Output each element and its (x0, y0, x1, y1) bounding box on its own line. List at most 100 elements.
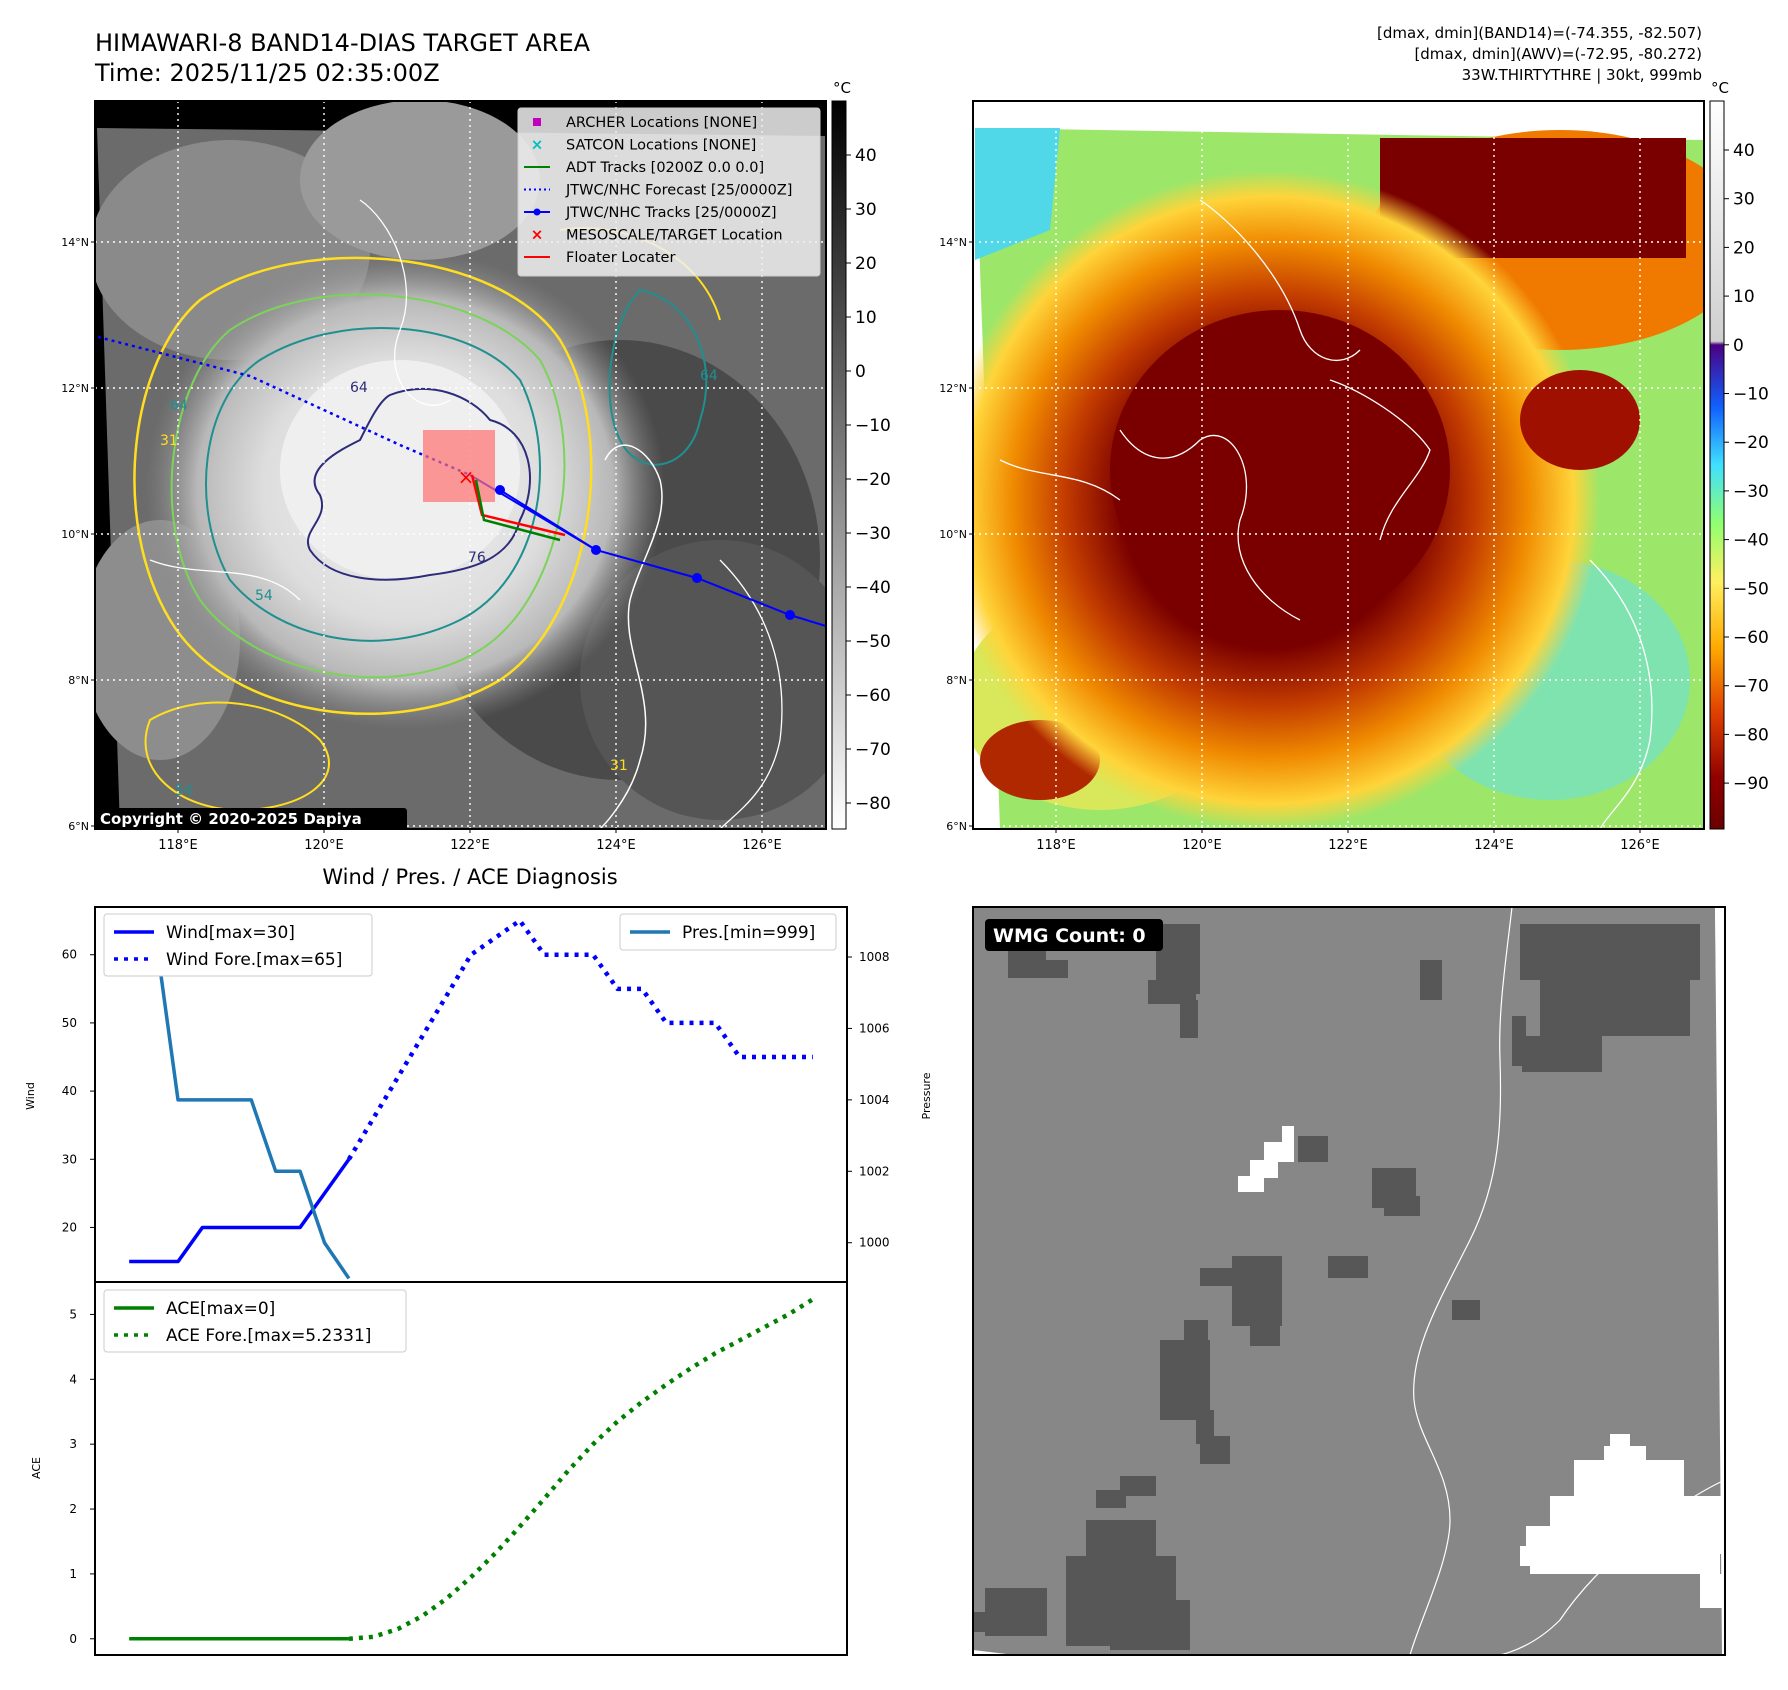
colorbar-tick-label: −20 (1733, 433, 1769, 453)
colorbar-tick-label: 40 (1733, 141, 1755, 161)
contour-label: 64 (350, 380, 368, 396)
colorbar-tick-label: −30 (855, 524, 891, 544)
wmg-panel: WMG Count: 0 (972, 906, 1726, 1656)
y-tick-label: 40 (62, 1084, 77, 1098)
chart-legend-label: Wind[max=30] (166, 923, 295, 943)
lat-tick-label: 8°N (946, 674, 967, 687)
lat-tick-label: 12°N (61, 382, 89, 395)
colorbar-tick-label: 10 (1733, 287, 1755, 307)
colorbar-tick-label: −80 (1733, 725, 1769, 745)
colorbar-tick-label: −60 (1733, 628, 1769, 648)
colorbar-tick-label: 10 (855, 308, 877, 328)
jtwc-forecast-track (97, 335, 471, 477)
ir-legend: ARCHER Locations [NONE] × SATCON Locations… (517, 107, 821, 277)
colorbar-tick-label: −50 (1733, 579, 1769, 599)
info-line3: 33W.THIRTYTHRE | 30kt, 999mb (1462, 66, 1702, 84)
legend-marker: × (531, 136, 544, 154)
colorbar-tick-label: −40 (1733, 531, 1769, 551)
awv-gridlines (973, 101, 1704, 829)
legend-marker (533, 118, 541, 126)
y-tick-label: 20 (62, 1220, 77, 1234)
lat-tick-label: 6°N (946, 820, 967, 833)
chart-legend-box (103, 1289, 407, 1353)
ir-colorbar-unit: °C (833, 79, 851, 97)
floater-box (423, 430, 495, 502)
wmg-badge-text: WMG Count: 0 (993, 925, 1146, 947)
ir-colorbar (831, 100, 847, 830)
series-line-1 (346, 918, 813, 1161)
contour-ring-inner (205, 327, 541, 642)
y-tick-label: 4 (69, 1372, 77, 1386)
wmg-frame (972, 906, 1726, 1656)
y-tick-label: 5 (69, 1307, 77, 1321)
colorbar-tick-label: −10 (855, 416, 891, 436)
contour-labels: 64 76 64 54 31 64 54 31 (160, 368, 718, 799)
y-right-tick-label: 1000 (859, 1236, 890, 1250)
y-right-tick-label: 1004 (859, 1093, 890, 1107)
ir-map-panel: × 64 76 64 54 31 64 54 31 ARCHER Locatio… (61, 79, 891, 853)
y-right-tick-label: 1008 (859, 950, 890, 964)
lon-tick-label: 124°E (596, 838, 636, 853)
awv-colorbar-unit: °C (1711, 79, 1729, 97)
colorbar-tick-label: −20 (855, 470, 891, 490)
contour-ring-outer (133, 256, 593, 715)
y-right-tick-label: 1006 (859, 1021, 890, 1035)
colorbar-tick-label: −90 (1733, 774, 1769, 794)
contour-label: 31 (610, 758, 628, 774)
ace-chart: ACE 0 1 2 3 4 5 ACE[max=0] ACE Fore.[max=5.233… (30, 1281, 848, 1656)
colorbar-tick-label: 20 (855, 254, 877, 274)
contour-label: 64 (170, 398, 188, 414)
y-tick-label: 50 (62, 1016, 77, 1030)
contour-ring-core (307, 388, 531, 581)
wind-axis-label: Wind (24, 1082, 37, 1110)
adt-track-line (474, 479, 561, 542)
colorbar-tick-label: −80 (855, 794, 891, 814)
ace-axis-label: ACE (30, 1457, 43, 1479)
colorbar-tick-label: 30 (855, 200, 877, 220)
awv-map-panel: °C 403020100−10−20−30−40−50−60−70−80−90 … (939, 79, 1769, 853)
awv-coastline (1119, 429, 1301, 621)
wmg-white-cells (1238, 1126, 1725, 1608)
lat-tick-label: 8°N (68, 674, 89, 687)
legend-label: ARCHER Locations [NONE] (566, 115, 757, 131)
ir-map-frame (94, 100, 827, 830)
y-right-tick-label: 1002 (859, 1164, 890, 1178)
jtwc-track-points (495, 485, 795, 620)
info-line2: [dmax, dmin](AWV)=(-72.95, -80.272) (1414, 45, 1702, 63)
awv-colorbar (1709, 100, 1725, 830)
wmg-badge (985, 919, 1163, 951)
y-tick-label: 60 (62, 948, 77, 962)
wmg-dark-cells (973, 924, 1700, 1650)
contour-label: 54 (255, 588, 273, 604)
contour-label: 64 (700, 368, 718, 384)
colorbar-tick-label: −40 (855, 578, 891, 598)
chart-legend-label: Pres.[min=999] (682, 923, 815, 943)
lat-tick-label: 14°N (939, 236, 967, 249)
awv-map-frame (972, 100, 1705, 830)
series-line-1 (348, 1297, 815, 1642)
y-tick-label: 1 (69, 1567, 77, 1581)
legend-label: MESOSCALE/TARGET Location (566, 228, 783, 244)
contour-label: 31 (160, 433, 178, 449)
diagnosis-title: Wind / Pres. / ACE Diagnosis (322, 865, 617, 889)
lon-tick-label: 120°E (1182, 838, 1222, 853)
figure-title-line2: Time: 2025/11/25 02:35:00Z (94, 59, 440, 87)
colorbar-tick-label: 30 (1733, 190, 1755, 210)
lon-tick-label: 122°E (1328, 838, 1368, 853)
colorbar-tick-label: −60 (855, 686, 891, 706)
colorbar-tick-label: 0 (1733, 336, 1744, 356)
chart-legend-label: Wind Fore.[max=65] (166, 950, 342, 970)
y-tick-label: 2 (69, 1502, 77, 1516)
colorbar-tick-label: −30 (1733, 482, 1769, 502)
lon-tick-label: 126°E (1620, 838, 1660, 853)
copyright-box (95, 808, 407, 830)
pressure-axis-label: Pressure (920, 1072, 933, 1119)
lat-tick-label: 10°N (939, 528, 967, 541)
legend-label: SATCON Locations [NONE] (566, 138, 756, 154)
lon-tick-label: 118°E (158, 838, 198, 853)
lon-tick-label: 122°E (450, 838, 490, 853)
wind-pressure-chart: Wind Pressure 20 30 40 50 60 1000 1002 1004 1006… (24, 906, 933, 1283)
y-tick-label: 0 (69, 1632, 77, 1646)
contour-label: 76 (468, 550, 486, 566)
